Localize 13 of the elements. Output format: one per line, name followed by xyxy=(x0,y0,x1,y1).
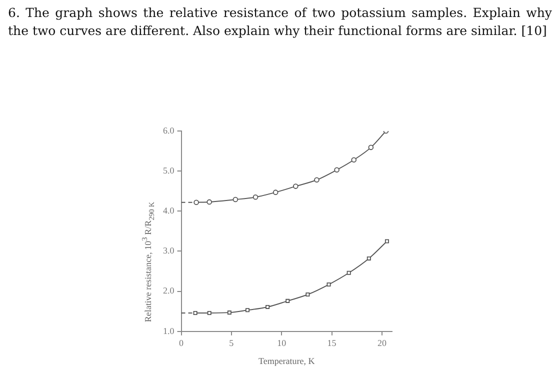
x-axis-title: Temperature, K xyxy=(258,356,316,366)
x-tick-label: 15 xyxy=(327,338,337,348)
y-tick-label: 3.0 xyxy=(163,246,175,256)
chart-title: 6. The graph shows the relative resistance of two potassium samples. Explain why the two curves are different. Also explain why their functional forms are similar. [10] xyxy=(8,4,552,40)
x-tick-label: 10 xyxy=(277,338,287,348)
y-tick-label: 1.0 xyxy=(163,326,175,336)
y-tick-label: 2.0 xyxy=(163,286,175,296)
x-tick-label: 20 xyxy=(377,338,387,348)
y-tick-label: 4.0 xyxy=(163,206,175,216)
y-tick-label: 5.0 xyxy=(163,165,175,176)
y-tick-label: 6.0 xyxy=(163,125,175,136)
x-tick-label: 5 xyxy=(229,338,234,348)
x-tick-label: 0 xyxy=(179,338,184,348)
